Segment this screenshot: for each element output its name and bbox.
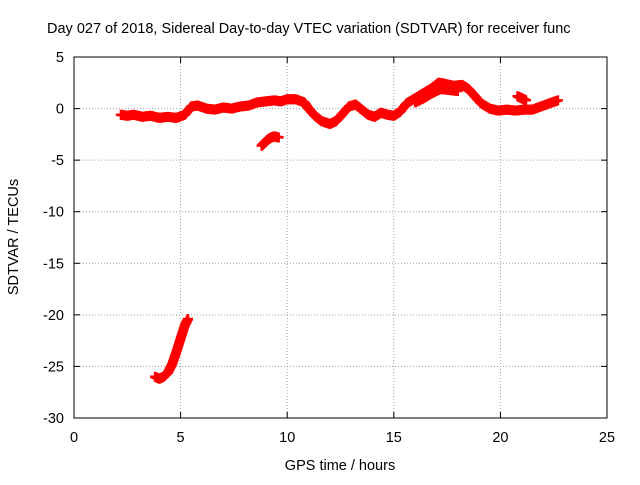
y-tick-label: -25	[43, 359, 64, 375]
data-point	[552, 95, 563, 106]
series-short-segment-21h	[512, 91, 531, 106]
y-tick-label: -10	[43, 205, 64, 221]
x-tick-label: 15	[386, 430, 402, 446]
y-tick-label: -15	[43, 256, 64, 272]
data-points	[115, 77, 563, 384]
data-point	[183, 313, 194, 324]
series-low-excursion	[150, 313, 194, 384]
y-axis-label: SDTVAR / TECUs	[6, 179, 22, 295]
plot-frame	[73, 56, 608, 419]
y-tick-label: -30	[43, 411, 64, 427]
series-main-track	[115, 77, 563, 130]
y-tick-label: -5	[51, 153, 64, 169]
chart-title: Day 027 of 2018, Sidereal Day-to-day VTE…	[47, 21, 571, 37]
x-tick-label: 25	[599, 430, 615, 446]
x-tick-label: 10	[279, 430, 295, 446]
x-tick-label: 0	[70, 430, 78, 446]
axis-ticks: 0 5 10 15 20 25 5 0 -5 -10 -15 -20 -25 -30	[43, 50, 615, 446]
data-point	[273, 132, 284, 143]
series-segment-9h	[256, 131, 284, 151]
x-tick-label: 20	[492, 430, 508, 446]
y-tick-label: 0	[56, 102, 64, 118]
data-point	[520, 95, 531, 106]
x-tick-label: 5	[177, 430, 185, 446]
y-tick-label: 5	[56, 50, 64, 66]
y-tick-label: -20	[43, 308, 64, 324]
data-point	[452, 86, 463, 97]
x-axis-label: GPS time / hours	[285, 458, 395, 474]
series-secondary-arc	[410, 83, 463, 108]
